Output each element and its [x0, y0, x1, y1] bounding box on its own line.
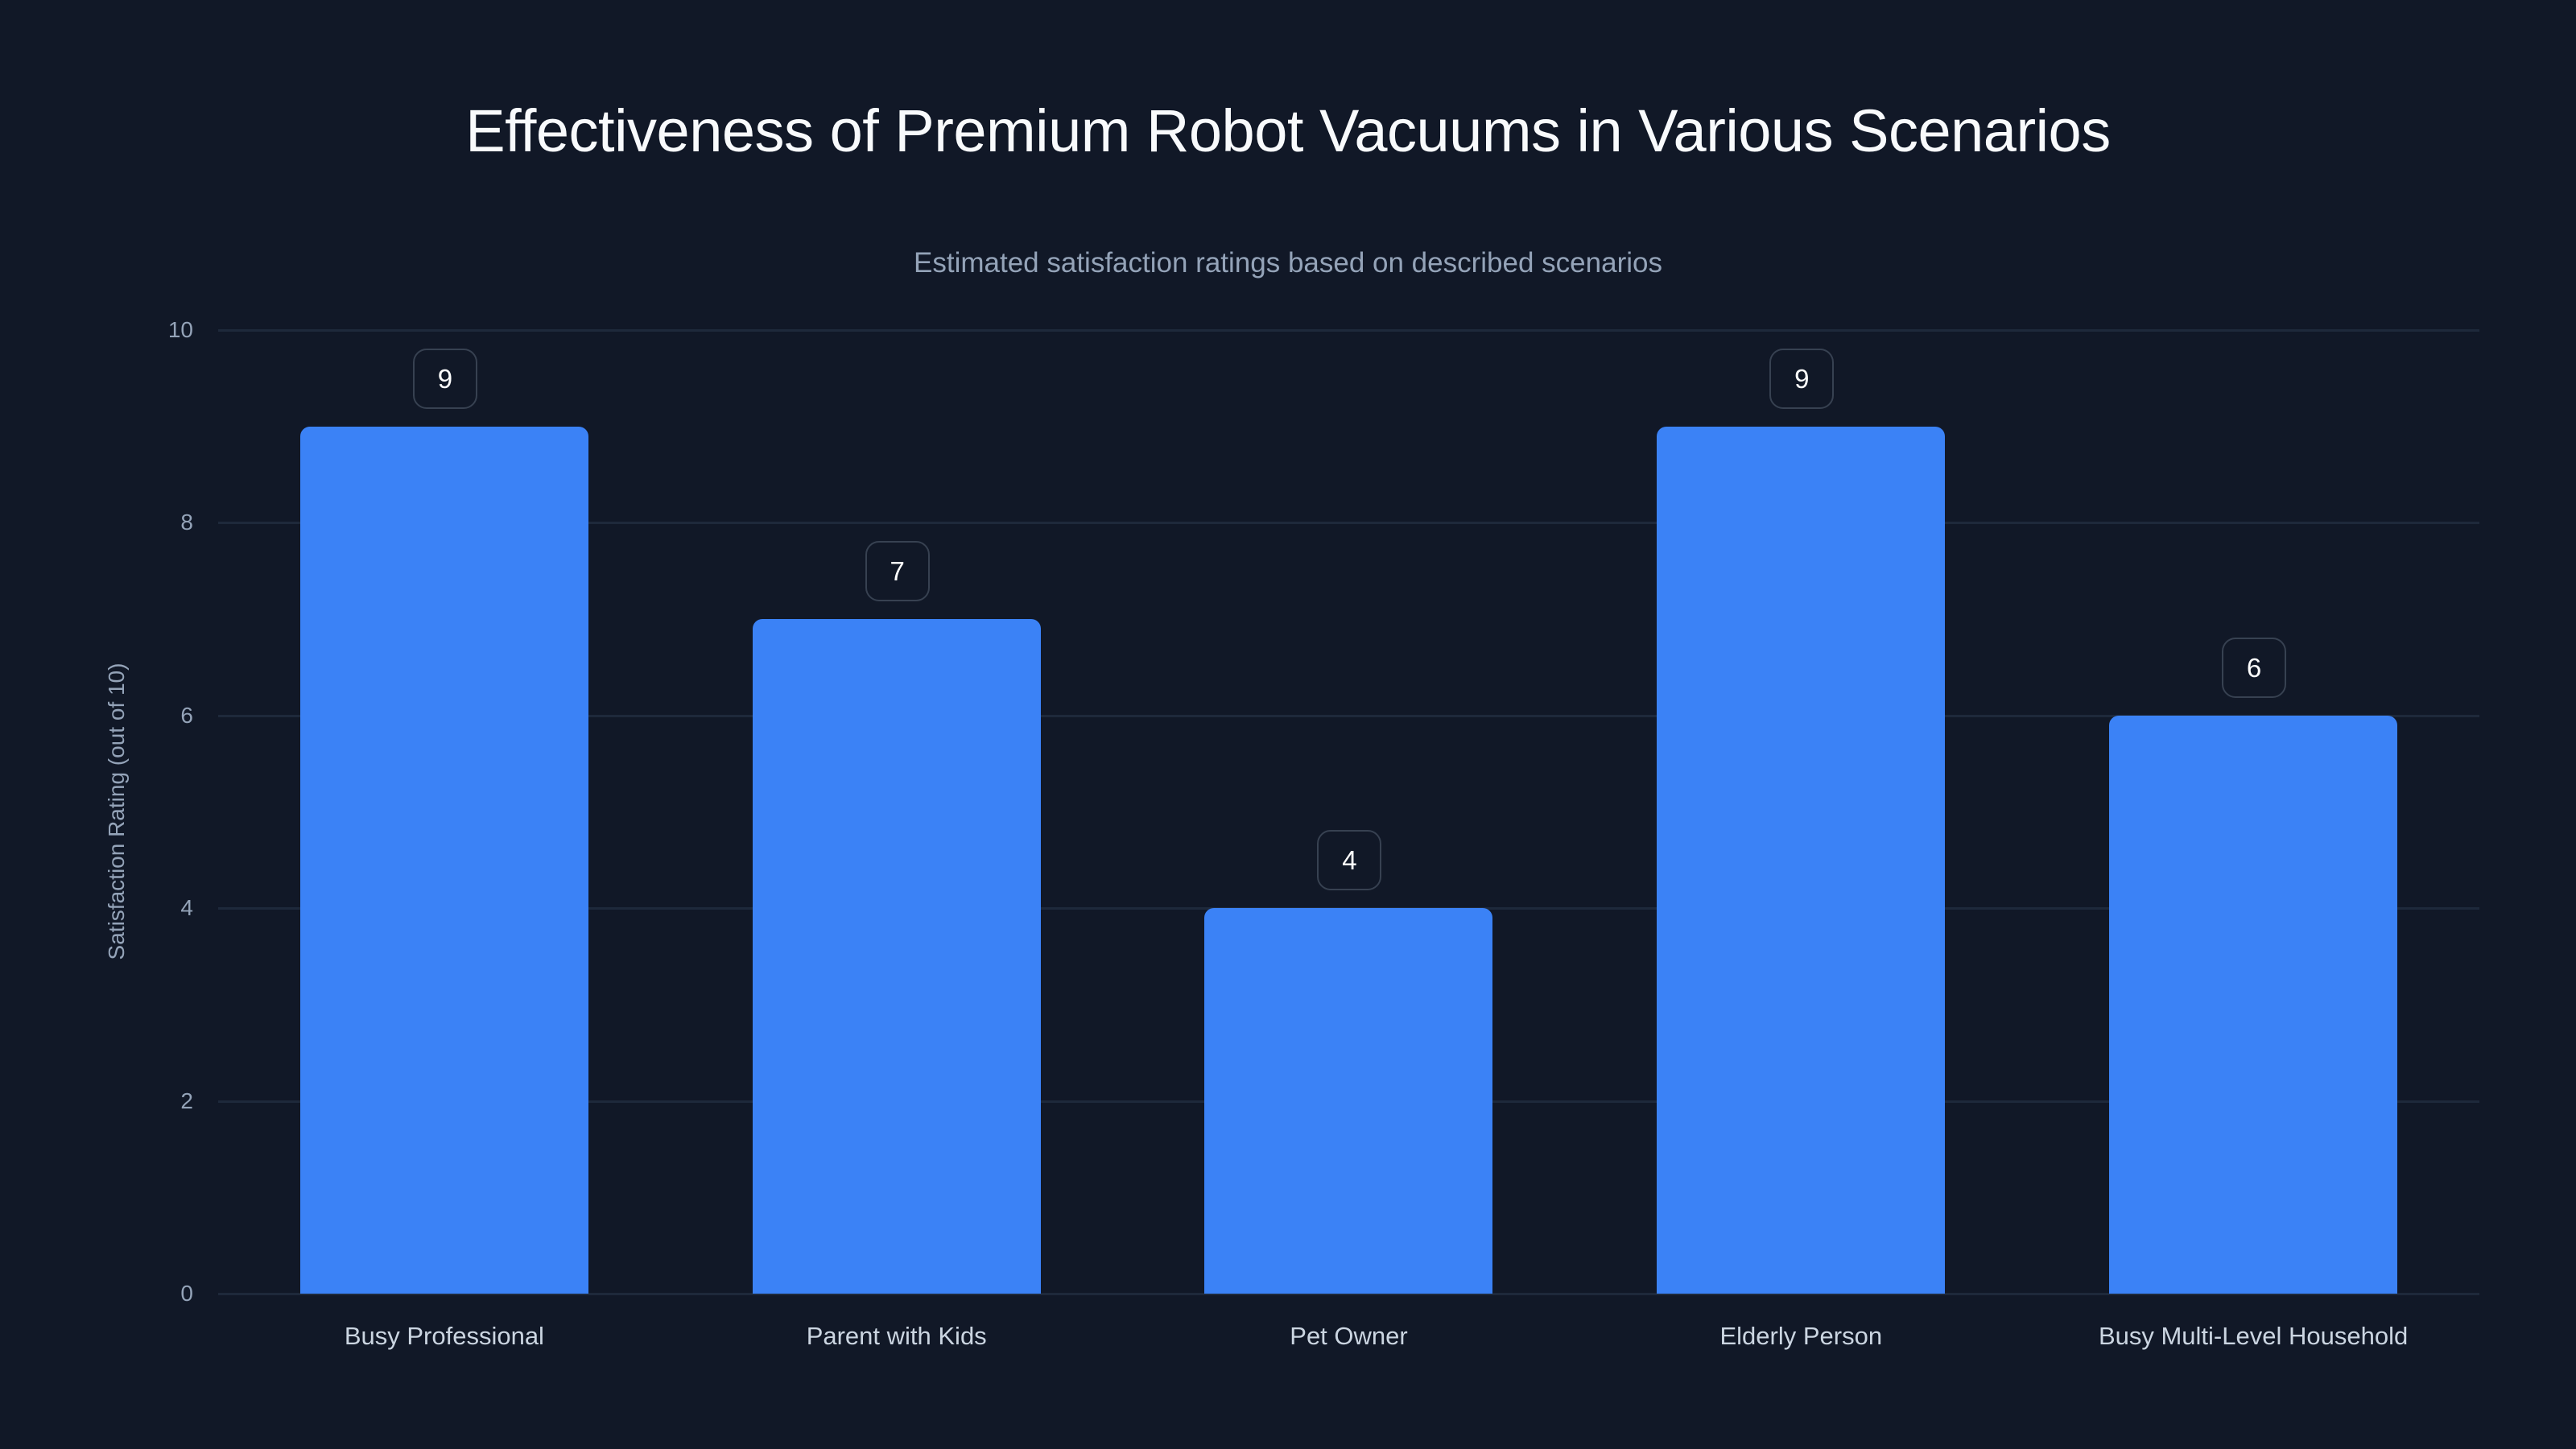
chart-subtitle: Estimated satisfaction ratings based on … — [914, 247, 1662, 279]
chart-title: Effectiveness of Premium Robot Vacuums i… — [465, 97, 2111, 164]
gridline-10 — [218, 329, 2479, 332]
y-tick-label: 6 — [180, 702, 193, 728]
x-category-label: Busy Multi-Level Household — [2098, 1322, 2409, 1350]
bar[interactable] — [1204, 908, 1493, 1294]
y-tick-label: 8 — [180, 510, 193, 535]
value-label: 9 — [1769, 348, 1835, 409]
gridline-8 — [218, 522, 2479, 525]
y-tick-label: 4 — [180, 895, 193, 921]
value-label: 7 — [865, 541, 930, 602]
y-tick-label: 10 — [167, 317, 193, 342]
gridline-6 — [218, 714, 2479, 717]
bar[interactable] — [2109, 715, 2398, 1294]
bar[interactable] — [1657, 426, 1946, 1294]
bar-group: 9 Elderly Person — [1575, 330, 2027, 1350]
plot-area: 0 2 4 6 8 10 9 Busy Professional 7 Paren… — [168, 317, 2479, 1350]
bar-group: 7 Parent with Kids — [671, 330, 1123, 1350]
gridline-0 — [218, 1293, 2479, 1295]
x-category-label: Elderly Person — [1719, 1322, 1883, 1350]
bar-group: 4 Pet Owner — [1123, 330, 1575, 1350]
value-label: 6 — [2222, 637, 2287, 698]
bar-group: 9 Busy Professional — [218, 330, 671, 1350]
value-label: 4 — [1317, 830, 1382, 891]
bar[interactable] — [752, 619, 1041, 1294]
y-axis-title: Satisfaction Rating (out of 10) — [104, 663, 129, 960]
x-category-label: Pet Owner — [1290, 1322, 1408, 1350]
bar-group: 6 Busy Multi-Level Household — [2027, 330, 2479, 1350]
y-tick-label: 2 — [180, 1088, 193, 1113]
x-category-label: Parent with Kids — [806, 1322, 987, 1350]
value-label: 9 — [412, 348, 477, 409]
y-tick-label: 0 — [180, 1281, 193, 1306]
x-category-label: Busy Professional — [344, 1322, 544, 1350]
bar[interactable] — [299, 426, 588, 1294]
